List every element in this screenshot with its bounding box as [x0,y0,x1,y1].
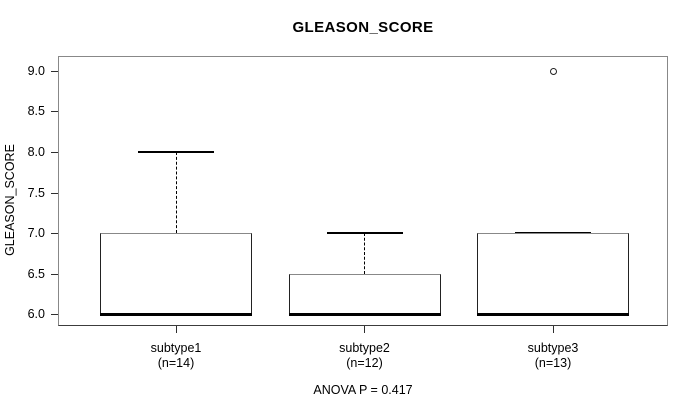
group-n-label: (n=14) [157,356,195,370]
group-n-label: (n=12) [346,356,383,370]
y-tick-label: 6.5 [27,267,45,281]
y-tick-label: 9.0 [27,64,45,78]
plot-area [58,56,668,326]
iqr-box [288,274,441,315]
median-line [288,313,441,317]
x-tick-mark [176,326,177,333]
upper-whisker-line [175,152,177,234]
iqr-box [477,233,629,315]
upper-whisker-cap [326,232,403,235]
outlier-point [549,67,557,75]
median-line [100,313,252,317]
x-tick-label: subtype1 (n=14) [116,341,236,371]
group-name-label: subtype1 [150,341,202,355]
chart-title: GLEASON_SCORE [292,19,434,36]
y-tick-mark [51,111,58,112]
upper-whisker-line [364,233,365,275]
anova-annotation: ANOVA P = 0.417 [313,383,413,397]
y-tick-mark [51,152,58,153]
y-tick-mark [51,71,58,72]
y-tick-mark [51,193,58,194]
x-tick-mark [364,326,365,333]
y-tick-label: 8.0 [27,145,45,159]
x-tick-label: subtype3 (n=13) [493,341,613,371]
y-tick-label: 6.0 [27,307,45,321]
y-tick-label: 8.5 [27,104,45,118]
x-tick-label: subtype2 (n=12) [305,341,425,371]
x-tick-mark [553,326,554,333]
y-tick-mark [51,314,58,315]
group-n-label: (n=13) [534,356,572,370]
upper-whisker-cap [138,151,214,154]
iqr-box [100,233,252,315]
y-tick-mark [51,233,58,234]
y-tick-label: 7.5 [27,186,45,200]
group-name-label: subtype3 [527,341,579,355]
y-tick-label: 7.0 [27,226,45,240]
group-name-label: subtype2 [339,341,390,355]
y-tick-mark [51,274,58,275]
median-line [477,313,629,317]
